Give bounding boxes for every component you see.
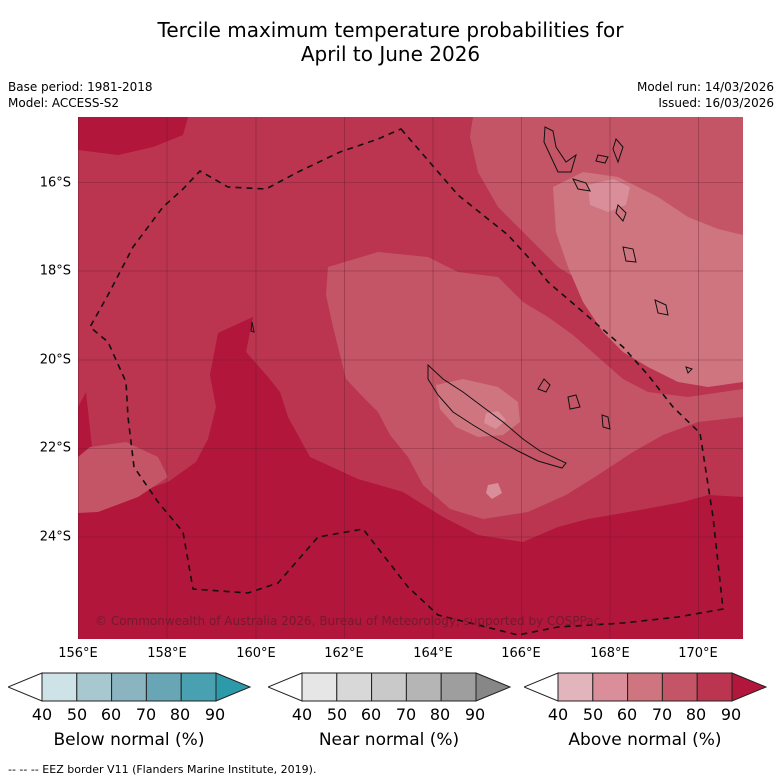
below-tick-80: 80 [169,705,191,724]
model-run: Model run: 14/03/2026 [636,80,774,94]
title-line-2: April to June 2026 [300,42,481,66]
above-cbar-segment-50 [592,672,629,702]
near-tick-50: 50 [326,705,348,724]
coastlines [250,126,693,469]
above-tick-80: 80 [685,705,707,724]
near-cbar-segment-40 [301,672,338,702]
vanuatu-south [622,246,637,263]
lon-label-156e: 156°E [58,646,98,661]
vanuatu-islet-1 [595,154,609,164]
map-svg [78,117,743,639]
meta-right: Model run: 14/03/2026 Issued: 16/03/2026 [637,79,774,111]
near-tick-90: 90 [464,705,486,724]
issued-date: Issued: 16/03/2026 [658,96,774,110]
loyalty-island-2 [567,394,581,410]
vanuatu-islet-3 [612,137,624,164]
near-cbar-segment-70 [405,672,442,702]
near-cbar-segment-60 [371,672,407,702]
above-90-region-north [78,117,188,155]
below-cbar-segment-50 [76,672,113,702]
below-cbar-segment-80 [180,672,217,702]
lat-label-22s: 22°S [39,440,71,456]
lon-label-160e: 160°E [236,646,276,661]
chesterfield-islet [250,321,255,333]
above-70-region-central [326,252,743,519]
below-tick-90: 90 [204,705,226,724]
above-cbar-extend-high [731,672,768,702]
hunter-islet [685,366,693,374]
below-cbar-extend-high [215,672,252,702]
lon-label-170e: 170°E [678,646,718,661]
above-90-region-south [78,317,743,639]
above-60-region-northeast [553,172,743,387]
near-cbar-segment-50 [336,672,373,702]
vanuatu-islet-4 [615,204,627,222]
below-normal-colorbar [8,672,252,702]
lon-label-162e: 162°E [324,646,364,661]
title-line-1: Tercile maximum temperature probabilitie… [157,18,624,42]
below-tick-60: 60 [100,705,122,724]
near-tick-70: 70 [395,705,417,724]
lon-label-158e: 158°E [147,646,187,661]
near-cbar-extend-high [475,672,512,702]
meta-left: Base period: 1981-2018 Model: ACCESS-S2 [8,79,153,111]
above-50-patch-island [484,411,506,429]
above-cbar-segment-80 [696,672,733,702]
near-normal-colorbar [268,672,512,702]
matthew-islet [654,299,669,316]
above-50-patch-south [486,483,502,499]
lat-label-16s: 16°S [39,175,71,191]
lon-label-166e: 166°E [501,646,541,661]
below-cbar-segment-60 [111,672,147,702]
near-tick-40: 40 [291,705,313,724]
lat-label-20s: 20°S [39,352,71,368]
below-cbar-segment-70 [145,672,182,702]
above-tick-40: 40 [547,705,569,724]
above-tick-60: 60 [616,705,638,724]
above-cbar-extend-low [524,672,559,702]
lon-label-168e: 168°E [590,646,630,661]
above-normal-label: Above normal (%) [568,730,722,750]
above-50-patch-vanuatu [588,179,630,212]
near-tick-80: 80 [429,705,451,724]
probability-map[interactable] [78,117,743,639]
above-tick-50: 50 [582,705,604,724]
near-normal-label: Near normal (%) [318,730,460,750]
above-tick-90: 90 [720,705,742,724]
lon-label-164e: 164°E [413,646,453,661]
above-cbar-segment-60 [627,672,663,702]
copyright-notice: © Commonwealth of Australia 2026, Bureau… [95,614,601,628]
below-cbar-segment-40 [41,672,78,702]
above-normal-colorbar [524,672,768,702]
loyalty-island-3 [601,414,611,430]
below-tick-40: 40 [31,705,53,724]
model-name: Model: ACCESS-S2 [8,96,120,110]
near-tick-60: 60 [360,705,382,724]
near-cbar-extend-low [268,672,303,702]
above-tick-70: 70 [651,705,673,724]
eez-border [88,128,724,636]
eez-footer-note: -- -- -- EEZ border V11 (Flanders Marine… [8,763,317,776]
lat-label-18s: 18°S [39,263,71,279]
near-cbar-segment-80 [440,672,477,702]
map-title: Tercile maximum temperature probabilitie… [0,18,781,66]
above-cbar-segment-70 [661,672,698,702]
below-tick-70: 70 [135,705,157,724]
above-70-region-southwest [78,442,168,513]
below-tick-50: 50 [66,705,88,724]
below-normal-label: Below normal (%) [53,730,205,750]
lat-label-24s: 24°S [39,529,71,545]
above-cbar-segment-40 [557,672,594,702]
vanuatu-islet-2 [572,178,591,192]
loyalty-island-1 [537,378,551,393]
below-cbar-extend-low [8,672,43,702]
base-period: Base period: 1981-2018 [8,80,153,94]
new-caledonia-outline [427,363,567,469]
vanuatu-north [543,126,577,173]
